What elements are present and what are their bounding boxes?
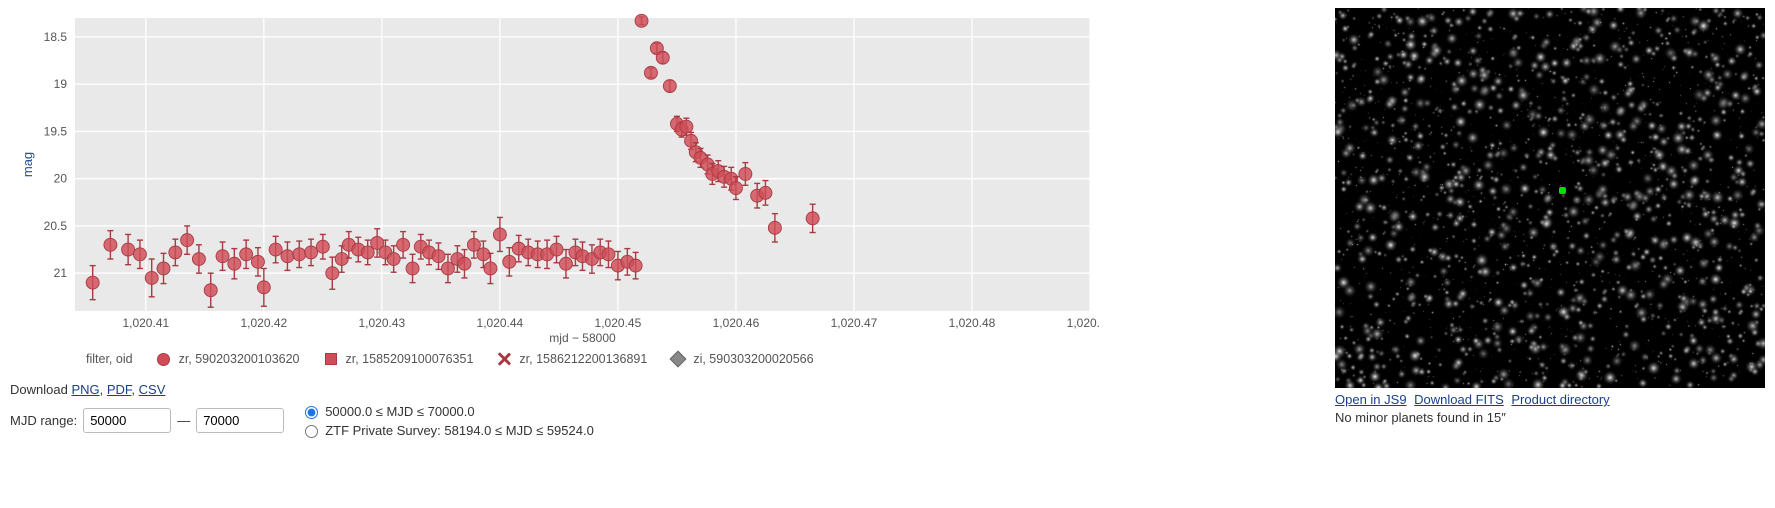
download-row: Download PNG, PDF, CSV <box>10 382 1315 397</box>
target-marker-icon <box>1559 187 1566 194</box>
svg-text:mjd − 58000: mjd − 58000 <box>549 331 616 345</box>
mjd-min-input[interactable] <box>83 408 171 433</box>
chart-legend: filter, oid zr, 590203200103620 zr, 15852… <box>10 346 1315 372</box>
mjd-max-input[interactable] <box>196 408 284 433</box>
circle-icon <box>157 353 170 366</box>
svg-text:1,020.44: 1,020.44 <box>477 316 524 330</box>
diamond-icon <box>670 351 687 368</box>
mjd-range-radio[interactable] <box>305 425 318 438</box>
svg-text:1,020.45: 1,020.45 <box>595 316 642 330</box>
svg-text:21: 21 <box>54 266 68 280</box>
svg-text:mag: mag <box>20 152 35 177</box>
legend-item: zr, 590203200103620 <box>157 352 300 366</box>
download-csv-link[interactable]: CSV <box>139 382 166 397</box>
x-icon <box>497 352 511 366</box>
legend-label: zr, 1585209100076351 <box>346 352 474 366</box>
light-curve-chart: 1,020.41 1,020.42 1,020.43 1,020.44 1,020.45… <box>10 8 1315 346</box>
legend-item: zr, 1585209100076351 <box>324 352 474 366</box>
square-icon <box>325 353 337 365</box>
svg-text:1,020.47: 1,020.47 <box>831 316 878 330</box>
svg-text:1,020.48: 1,020.48 <box>949 316 996 330</box>
svg-text:18.5: 18.5 <box>44 30 68 44</box>
mjd-range-radio-option[interactable]: ZTF Private Survey: 58194.0 ≤ MJD ≤ 5952… <box>300 422 594 438</box>
mjd-range-radio-option[interactable]: 50000.0 ≤ MJD ≤ 70000.0 <box>300 403 594 419</box>
legend-title: filter, oid <box>86 352 133 366</box>
sky-link-product-directory[interactable]: Product directory <box>1511 392 1609 407</box>
mjd-range-radio[interactable] <box>305 406 318 419</box>
legend-item: zi, 590303200020566 <box>671 352 813 366</box>
sky-link-open-in-js9[interactable]: Open in JS9 <box>1335 392 1407 407</box>
svg-text:20: 20 <box>54 172 68 186</box>
svg-text:19: 19 <box>54 77 68 91</box>
sky-cutout-image <box>1335 8 1765 388</box>
legend-label: zr, 590203200103620 <box>179 352 300 366</box>
download-label: Download <box>10 382 68 397</box>
minor-planets-caption: No minor planets found in 15″ <box>1335 410 1765 425</box>
download-png-link[interactable]: PNG <box>71 382 99 397</box>
legend-item: zr, 1586212200136891 <box>497 352 647 366</box>
range-separator: — <box>177 413 190 428</box>
svg-text:19.5: 19.5 <box>44 124 68 138</box>
svg-text:1,020.49: 1,020.49 <box>1067 316 1100 330</box>
sky-link-download-fits[interactable]: Download FITS <box>1414 392 1504 407</box>
svg-text:1,020.46: 1,020.46 <box>713 316 760 330</box>
svg-text:1,020.43: 1,020.43 <box>359 316 406 330</box>
mjd-range-label: MJD range: <box>10 413 77 428</box>
svg-text:1,020.42: 1,020.42 <box>240 316 287 330</box>
legend-label: zr, 1586212200136891 <box>519 352 647 366</box>
svg-text:20.5: 20.5 <box>44 219 68 233</box>
radio-label: ZTF Private Survey: 58194.0 ≤ MJD ≤ 5952… <box>325 423 594 438</box>
image-links-row: Open in JS9 Download FITS Product direct… <box>1335 392 1765 407</box>
legend-label: zi, 590303200020566 <box>693 352 813 366</box>
download-pdf-link[interactable]: PDF <box>107 382 132 397</box>
radio-label: 50000.0 ≤ MJD ≤ 70000.0 <box>325 404 474 419</box>
svg-text:1,020.41: 1,020.41 <box>122 316 169 330</box>
